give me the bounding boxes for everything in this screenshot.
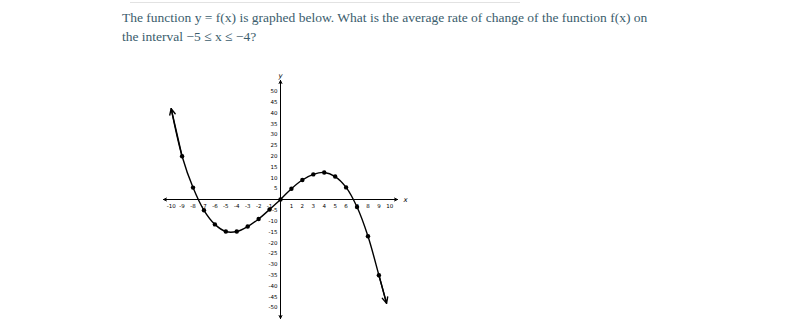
svg-text:6: 6 bbox=[344, 203, 348, 209]
svg-text:35: 35 bbox=[271, 121, 278, 127]
svg-text:45: 45 bbox=[271, 99, 278, 105]
svg-text:-50: -50 bbox=[269, 304, 278, 310]
svg-text:8: 8 bbox=[366, 203, 370, 209]
svg-text:-8: -8 bbox=[190, 203, 196, 209]
svg-text:-30: -30 bbox=[269, 261, 278, 267]
svg-text:7: 7 bbox=[355, 203, 359, 210]
svg-text:-35: -35 bbox=[269, 272, 278, 278]
svg-text:-7: -7 bbox=[201, 203, 207, 210]
svg-text:50: 50 bbox=[271, 88, 278, 94]
svg-text:25: 25 bbox=[271, 142, 278, 148]
svg-text:-10: -10 bbox=[167, 203, 176, 209]
svg-text:-10: -10 bbox=[269, 218, 278, 224]
svg-text:-5: -5 bbox=[223, 203, 229, 209]
svg-text:-3: -3 bbox=[245, 203, 251, 209]
svg-text:-9: -9 bbox=[179, 203, 185, 209]
svg-text:5: 5 bbox=[274, 185, 278, 191]
svg-text:y: y bbox=[277, 72, 283, 80]
html-text:The function y = f(x) is graph: The function y = f(x) is graphed below. … bbox=[122, 10, 648, 44]
svg-text:-25: -25 bbox=[269, 250, 278, 256]
svg-text:-15: -15 bbox=[269, 229, 278, 235]
svg-text:-5: -5 bbox=[272, 207, 278, 213]
svg-text:15: 15 bbox=[271, 164, 278, 170]
svg-text:10: 10 bbox=[271, 175, 278, 181]
svg-text:1: 1 bbox=[290, 203, 294, 209]
svg-text:5: 5 bbox=[333, 203, 337, 209]
svg-text:3: 3 bbox=[312, 203, 316, 209]
svg-text:20: 20 bbox=[271, 153, 278, 159]
svg-text:30: 30 bbox=[271, 131, 278, 137]
svg-text:-2: -2 bbox=[256, 203, 261, 209]
svg-text:9: 9 bbox=[377, 203, 381, 209]
svg-text:2: 2 bbox=[301, 203, 305, 209]
svg-text:x: x bbox=[403, 196, 409, 204]
svg-text:4: 4 bbox=[322, 203, 326, 209]
svg-text:-6: -6 bbox=[212, 203, 218, 209]
svg-text:40: 40 bbox=[271, 110, 278, 116]
svg-text:-1: -1 bbox=[266, 203, 273, 210]
svg-text:-45: -45 bbox=[269, 294, 278, 300]
svg-text:-20: -20 bbox=[269, 240, 278, 246]
svg-text:-40: -40 bbox=[269, 283, 278, 289]
svg-text:10: 10 bbox=[386, 203, 393, 209]
svg-text:-4: -4 bbox=[234, 203, 240, 209]
